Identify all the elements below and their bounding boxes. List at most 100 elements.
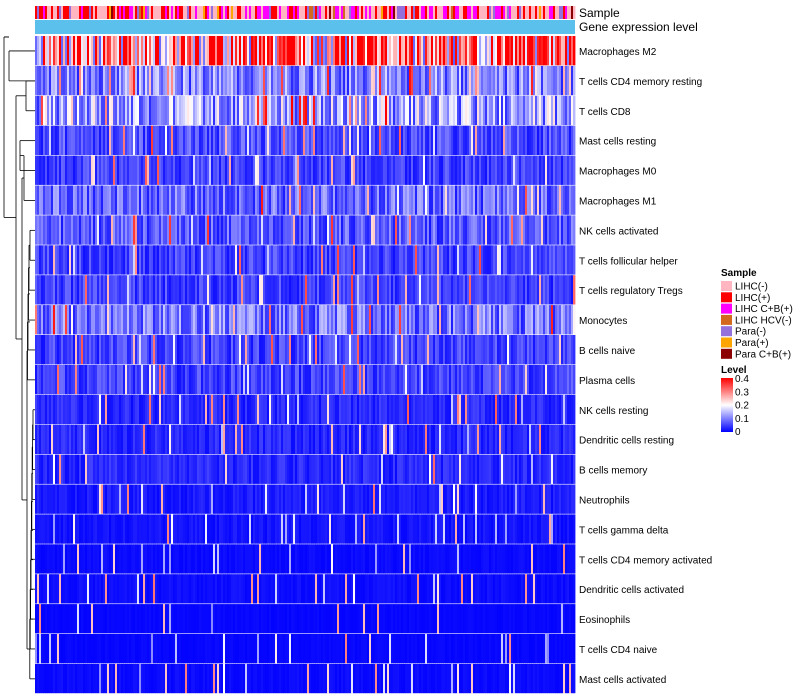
heatmap-cell [57,514,60,544]
heatmap-cell [337,155,340,185]
heatmap-cell [163,484,166,514]
heatmap-cell [107,185,110,215]
heatmap-cell [519,514,522,544]
heatmap-cell [539,275,542,305]
heatmap-cell [455,335,458,365]
sample-cell [53,6,56,19]
heatmap-cell [55,275,58,305]
heatmap-cell [363,155,366,185]
heatmap-cell [431,424,434,454]
heatmap-cell [163,215,166,245]
heatmap-cell [387,215,390,245]
heatmap-cell [395,155,398,185]
sample-cell [179,6,182,19]
heatmap-cell [475,335,478,365]
heatmap-cell [443,185,446,215]
heatmap-cell [563,245,566,275]
sample-cell [221,6,224,19]
heatmap-cell [253,125,256,155]
heatmap-cell [391,36,394,66]
heatmap-cell [299,364,302,395]
heatmap-cell [303,364,306,395]
heatmap-cell [333,484,336,514]
heatmap-cell [127,484,130,514]
heatmap-cell [495,275,498,305]
heatmap-cell [487,364,490,395]
heatmap-cell [395,95,398,126]
sample-cell [533,6,536,19]
heatmap-cell [513,125,516,155]
heatmap-cell [493,424,496,454]
heatmap-cell [543,36,546,66]
heatmap-cell [171,65,174,96]
heatmap-cell [133,245,136,275]
heatmap-cell [229,454,232,484]
heatmap-cell [415,514,418,544]
heatmap-cell [551,394,554,425]
heatmap-cell [285,424,288,454]
heatmap-cell [121,245,124,275]
heatmap-cell [207,514,210,544]
heatmap-cell [481,245,484,275]
heatmap-cell [477,275,480,305]
heatmap-cell [363,65,366,96]
heatmap-cell [203,36,206,66]
heatmap-cell [279,454,282,484]
heatmap-cell [205,364,208,395]
heatmap-cell [343,364,346,395]
heatmap-cell [275,125,278,155]
heatmap-cell [435,36,438,66]
heatmap-cell [421,424,424,454]
heatmap-cell [569,454,572,484]
heatmap-cell [397,305,400,335]
heatmap-cell [415,364,418,395]
heatmap-cell [237,245,240,275]
sample-cell [107,6,110,19]
heatmap-cell [121,544,124,574]
heatmap-cell [65,185,68,215]
heatmap-cell [55,125,58,155]
heatmap-cell [459,454,462,484]
heatmap-cell [301,185,304,215]
heatmap-cell [491,36,494,66]
heatmap-cell [213,65,216,96]
heatmap-cell [277,215,280,245]
heatmap-cell [57,245,60,275]
heatmap-cell [557,424,560,454]
heatmap-cell [207,125,210,155]
heatmap-cell [379,424,382,454]
heatmap-cell [431,275,434,305]
heatmap-cell [167,305,170,335]
heatmap-cell [513,454,516,484]
heatmap-cell [347,245,350,275]
heatmap-cell [239,245,242,275]
heatmap-cell [399,514,402,544]
heatmap-cell [311,275,314,305]
sample-cell [119,6,122,19]
heatmap-cell [311,65,314,96]
heatmap-cell [57,364,60,395]
heatmap-cell [381,65,384,96]
heatmap-cell [165,305,168,335]
heatmap-cell [381,305,384,335]
heatmap-cell [363,394,366,425]
heatmap-cell [215,95,218,126]
heatmap-cell [327,514,330,544]
sample-cell [233,6,236,19]
heatmap-cell [205,275,208,305]
heatmap-cell [179,305,182,335]
heatmap-cell [423,424,426,454]
sample-cell [309,6,312,19]
heatmap-cell [513,394,516,425]
heatmap-cell [441,36,444,66]
heatmap-cell [97,454,100,484]
heatmap-cell [419,95,422,126]
heatmap-cell [551,275,554,305]
heatmap-cell [431,65,434,96]
heatmap-cell [555,155,558,185]
heatmap-cell [359,305,362,335]
heatmap-cell [357,335,360,365]
heatmap-cell [89,65,92,96]
heatmap-cell [335,155,338,185]
heatmap-cell [553,514,556,544]
